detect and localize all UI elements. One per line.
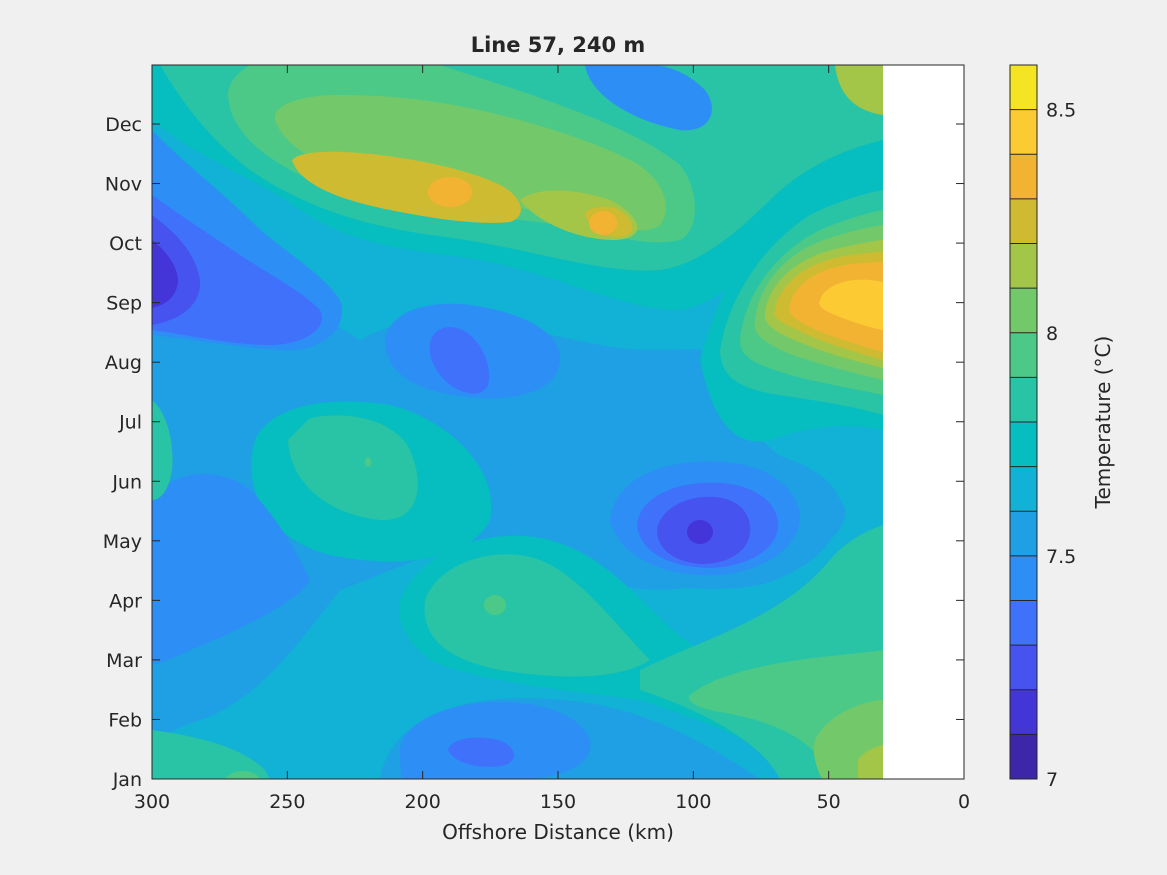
colorbar-tick-label: 7.5 xyxy=(1046,546,1076,568)
contour-band xyxy=(152,473,310,665)
colorbar-swatch xyxy=(1010,689,1037,735)
contour-band xyxy=(152,195,322,345)
colorbar-tick-label: 8.5 xyxy=(1046,100,1076,122)
x-tick-label: 150 xyxy=(540,791,576,813)
x-tick-label: 300 xyxy=(134,791,170,813)
contour-band xyxy=(152,400,173,500)
x-tick-label: 250 xyxy=(269,791,305,813)
colorbar-label: Temperature (°C) xyxy=(1091,336,1115,510)
colorbar-swatch xyxy=(1010,422,1037,467)
contour-band xyxy=(835,65,883,115)
contour-band xyxy=(429,327,490,394)
colorbar-frame xyxy=(1009,64,1038,780)
y-tick-label: Dec xyxy=(105,114,142,136)
contour-band xyxy=(484,595,506,615)
y-tick-label: Mar xyxy=(106,650,142,672)
contour-band xyxy=(819,279,883,330)
x-tick-label: 200 xyxy=(405,791,441,813)
y-tick-label: Aug xyxy=(105,352,142,374)
colorbar-swatch xyxy=(1010,645,1037,690)
x-tick-label: 0 xyxy=(958,791,970,813)
contour-band xyxy=(589,211,617,235)
x-axis-label: Offshore Distance (km) xyxy=(442,820,674,844)
contour-band xyxy=(687,520,713,544)
colorbar-swatch xyxy=(1010,288,1037,333)
colorbar-tick-label: 8 xyxy=(1046,323,1058,345)
y-tick-label: Feb xyxy=(108,709,142,731)
y-tick-label: Jan xyxy=(112,769,142,791)
y-tick-label: Oct xyxy=(109,233,142,255)
colorbar-swatch xyxy=(1010,332,1037,378)
colorbar-swatch xyxy=(1010,65,1037,110)
contour-band xyxy=(152,250,846,760)
contour-band xyxy=(365,457,371,467)
y-tick-label: Jun xyxy=(111,471,142,493)
colorbar-swatch xyxy=(1010,734,1037,779)
y-tick-label: Sep xyxy=(106,293,142,315)
contour-band xyxy=(152,240,178,308)
colorbar-swatch xyxy=(1010,109,1037,155)
contour-band xyxy=(288,415,418,521)
contour-field xyxy=(152,65,883,779)
chart-title: Line 57, 240 m xyxy=(471,33,646,57)
colorbar-swatch xyxy=(1010,377,1037,422)
colorbar-swatch xyxy=(1010,600,1037,646)
x-tick-label: 100 xyxy=(675,791,711,813)
contour-band xyxy=(424,554,650,677)
contour-band xyxy=(585,65,712,131)
colorbar-swatch xyxy=(1010,154,1037,199)
colorbar-swatch xyxy=(1010,198,1037,244)
colorbar-swatch xyxy=(1010,243,1037,289)
colorbar-swatch xyxy=(1010,555,1037,601)
y-ticks: Jan Feb Mar Apr May Jun Jul Aug Sep Oct Nov Dec xyxy=(103,114,964,791)
x-tick-label: 50 xyxy=(817,791,841,813)
contour-band xyxy=(428,177,472,207)
y-tick-label: May xyxy=(103,531,142,553)
colorbar-swatch xyxy=(1010,466,1037,512)
y-tick-label: Apr xyxy=(109,590,142,612)
colorbar-swatch xyxy=(1010,511,1037,556)
contour-band xyxy=(152,730,270,779)
contour-band xyxy=(292,151,521,223)
contour-band xyxy=(448,737,514,767)
colorbar: 7 7.5 8 8.5 xyxy=(1009,64,1076,791)
contour-band xyxy=(225,770,260,779)
y-tick-label: Jul xyxy=(118,412,142,434)
colorbar-tick-label: 7 xyxy=(1046,769,1058,791)
contour-band xyxy=(858,745,883,779)
x-ticks: 300 250 200 150 100 50 0 xyxy=(134,65,970,813)
y-tick-label: Nov xyxy=(105,174,142,196)
